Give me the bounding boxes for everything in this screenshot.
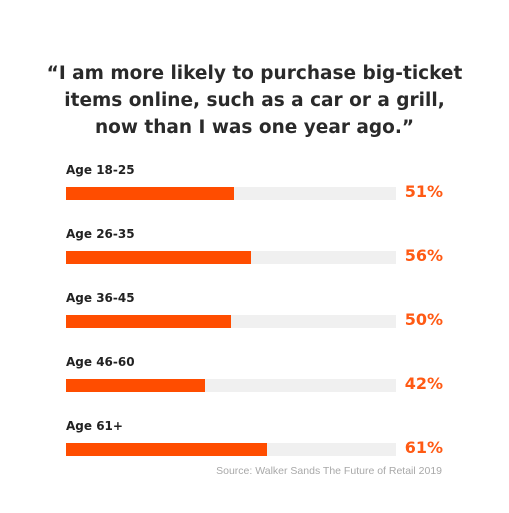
category-label: Age 46-60 xyxy=(66,355,135,369)
value-label: 50% xyxy=(404,310,443,329)
category-label: Age 36-45 xyxy=(66,291,135,305)
category-label: Age 61+ xyxy=(66,419,123,433)
category-label: Age 18-25 xyxy=(66,163,135,177)
chart-title: “I am more likely to purchase big-ticket… xyxy=(0,60,509,141)
bar xyxy=(66,443,268,456)
bar-track xyxy=(66,315,396,328)
bar-track xyxy=(66,379,396,392)
chart-title-line-3: now than I was one year ago.” xyxy=(94,117,415,138)
value-label: 61% xyxy=(404,438,443,457)
value-label: 42% xyxy=(404,374,443,393)
chart-title-line-2: items online, such as a car or a grill, xyxy=(64,90,445,111)
source-note: Source: Walker Sands The Future of Retai… xyxy=(216,465,442,477)
category-label: Age 26-35 xyxy=(66,227,135,241)
value-label: 56% xyxy=(404,246,443,265)
bar-track xyxy=(66,251,396,264)
chart-title-line-1: “I am more likely to purchase big-ticket xyxy=(46,63,463,84)
bar xyxy=(66,187,235,200)
bar xyxy=(66,315,231,328)
bar-track xyxy=(66,443,396,456)
bar-track xyxy=(66,187,396,200)
value-label: 51% xyxy=(404,182,443,201)
bar xyxy=(66,379,205,392)
bar xyxy=(66,251,251,264)
